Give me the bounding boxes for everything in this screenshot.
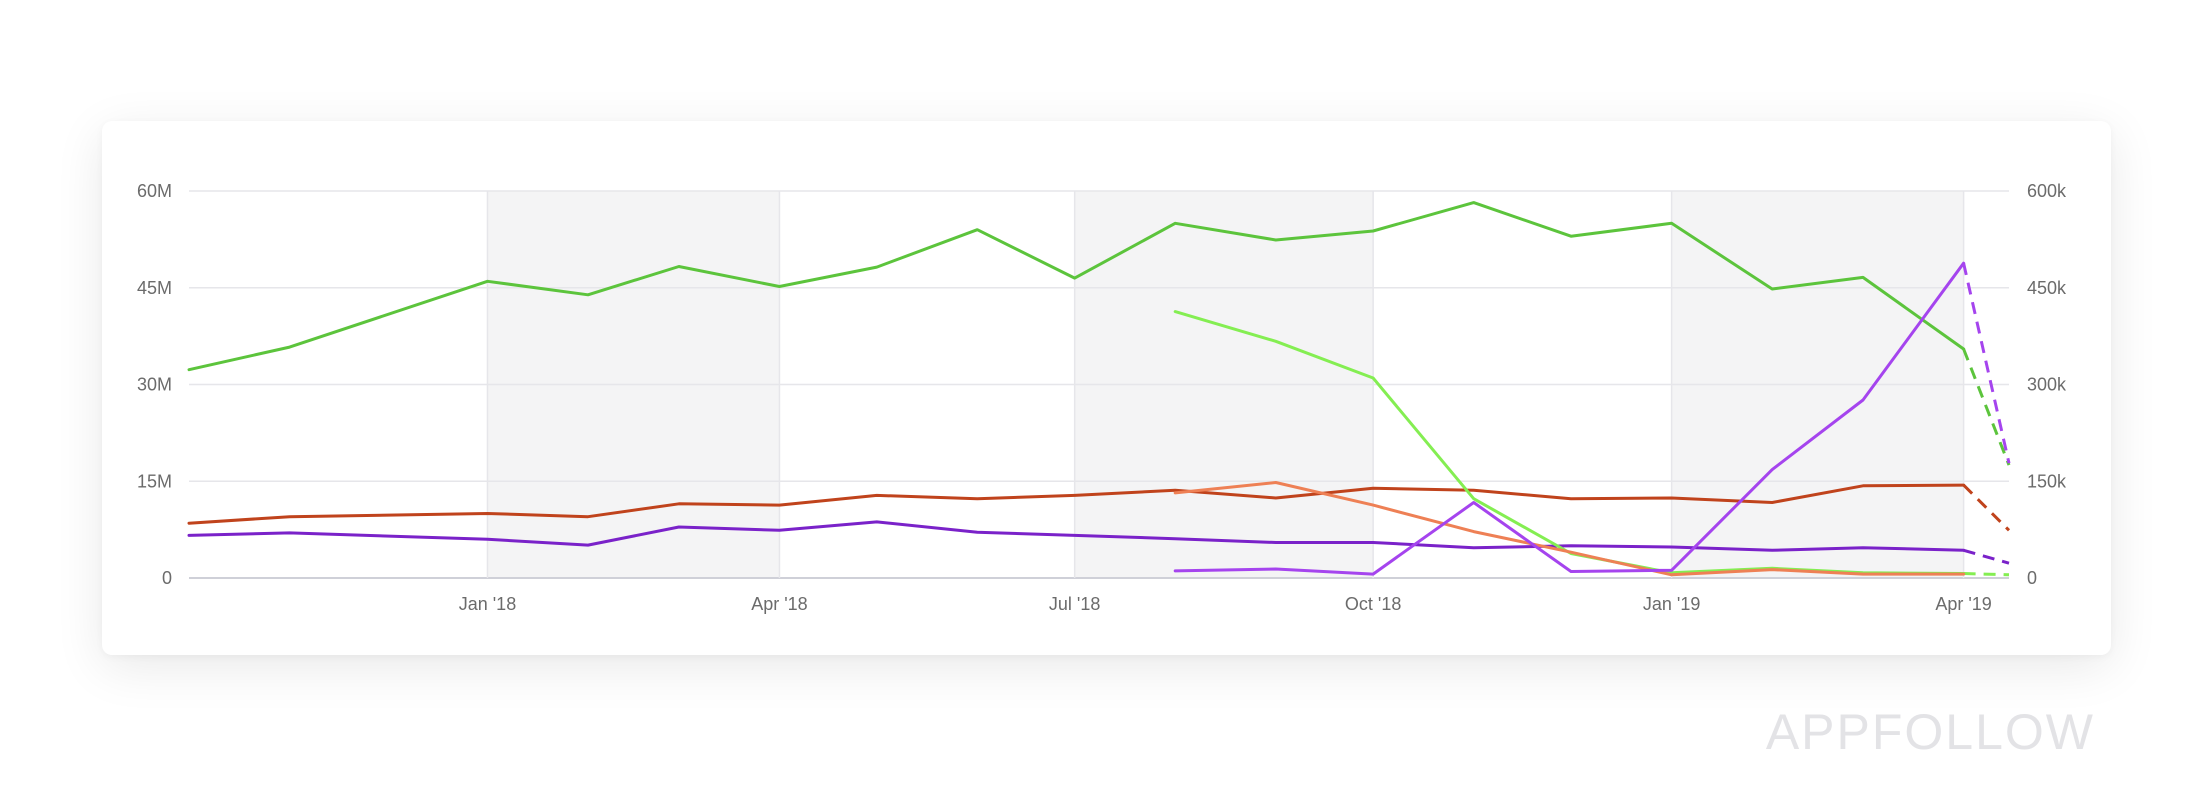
series-lines [187, 201, 2011, 577]
series-line-6 [1173, 261, 1966, 576]
series-line-5 [1173, 481, 1966, 577]
series-forecast-4 [1963, 572, 2010, 577]
y-right-tick-label: 600k [2027, 181, 2067, 201]
y-right-tick-label: 0 [2027, 568, 2037, 588]
appfollow-logo: APPFOLLOW [1765, 704, 2095, 760]
y-left-tick-label: 30M [137, 375, 172, 395]
y-right-tick-label: 300k [2027, 375, 2067, 395]
y-axis-right: 0 150k 300k 450k 600k [2027, 181, 2067, 588]
x-axis: Jan '18 Apr '18 Jul '18 Oct '18 Jan '19 Apr '… [459, 594, 1992, 614]
x-tick-label: Apr '19 [1935, 594, 1991, 614]
x-tick-label: Oct '18 [1345, 594, 1401, 614]
series-forecast-1 [1962, 348, 2011, 466]
y-axis-left: 0 15M 30M 45M 60M [137, 181, 172, 588]
series-line-1 [187, 201, 1966, 372]
gridlines [189, 190, 2009, 579]
y-left-tick-label: 0 [162, 568, 172, 588]
y-left-tick-label: 45M [137, 278, 172, 298]
series-forecast-2 [1962, 484, 2011, 532]
y-right-tick-label: 450k [2027, 278, 2067, 298]
y-right-tick-label: 150k [2027, 471, 2067, 491]
x-tick-label: Jan '18 [459, 594, 516, 614]
series-line-2 [187, 483, 1966, 525]
x-tick-label: Jan '19 [1643, 594, 1700, 614]
series-forecast-3 [1963, 548, 2010, 565]
series-forecast-6 [1962, 262, 2011, 464]
y-left-tick-label: 60M [137, 181, 172, 201]
x-tick-label: Jul '18 [1049, 594, 1100, 614]
series-line-3 [187, 520, 1966, 552]
y-left-tick-label: 15M [137, 471, 172, 491]
x-tick-label: Apr '18 [751, 594, 807, 614]
